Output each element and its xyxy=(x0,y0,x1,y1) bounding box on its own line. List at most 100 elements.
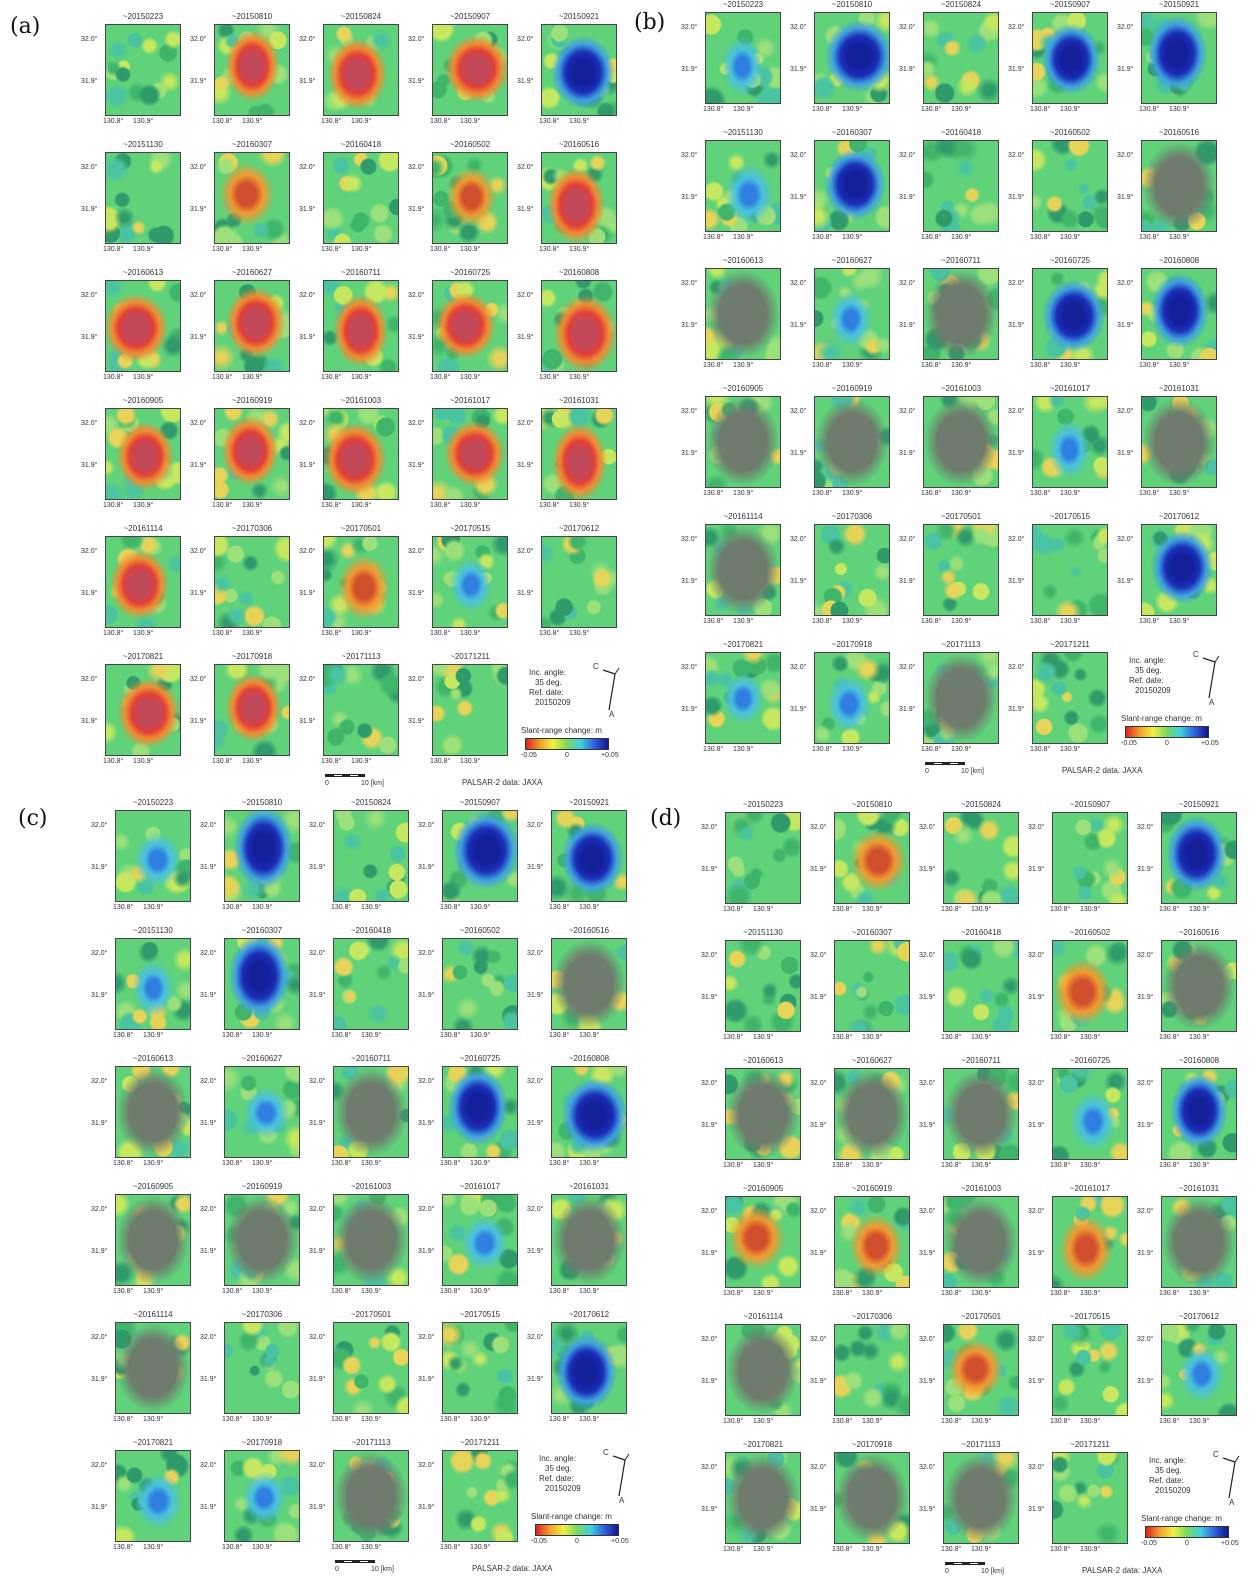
lon-tick-right: 130.9° xyxy=(569,374,589,381)
lat-tick-bottom: 31.9° xyxy=(1117,322,1133,329)
lon-tick-right: 130.9° xyxy=(1080,1546,1100,1553)
panel-label: (d) xyxy=(650,806,681,831)
interferogram-tile: ~20170501 32.0° 31.9° 130.8° 130.9° xyxy=(933,1312,1033,1437)
lon-tick-left: 130.8° xyxy=(212,118,232,125)
lon-tick-right: 130.9° xyxy=(733,362,753,369)
lat-tick-top: 32.0° xyxy=(418,1206,434,1213)
lat-tick-bottom: 31.9° xyxy=(418,1248,434,1255)
lat-tick-top: 32.0° xyxy=(790,280,806,287)
lat-tick-bottom: 31.9° xyxy=(91,1248,107,1255)
lat-tick-bottom: 31.9° xyxy=(810,1378,826,1385)
deformation-map xyxy=(943,1324,1019,1416)
lat-tick-top: 32.0° xyxy=(299,420,315,427)
lon-tick-right: 130.9° xyxy=(351,246,371,253)
lon-tick-left: 130.8° xyxy=(430,630,450,637)
lon-tick-left: 130.8° xyxy=(723,1418,743,1425)
lon-tick-right: 130.9° xyxy=(951,618,971,625)
tile-date-label: ~20170918 xyxy=(214,652,290,661)
lon-tick-left: 130.8° xyxy=(440,1544,460,1551)
lon-tick-right: 130.9° xyxy=(753,1418,773,1425)
deformation-map xyxy=(923,396,999,488)
lon-tick-right: 130.9° xyxy=(143,1032,163,1039)
deformation-map xyxy=(551,1194,627,1286)
scale-bar: 0 10 [km] xyxy=(945,1562,1025,1582)
lon-tick-left: 130.8° xyxy=(812,106,832,113)
tile-date-label: ~20160307 xyxy=(834,928,910,937)
lat-tick-top: 32.0° xyxy=(309,1206,325,1213)
colorbar-mid: 0 xyxy=(1165,740,1169,747)
lon-tick-left: 130.8° xyxy=(1139,106,1159,113)
panel-label: (c) xyxy=(18,806,48,831)
lon-tick-left: 130.8° xyxy=(212,758,232,765)
tile-date-label: ~20150907 xyxy=(432,12,508,21)
tile-date-label: ~20160725 xyxy=(1052,1056,1128,1065)
lon-tick-left: 130.8° xyxy=(1050,906,1070,913)
lon-tick-left: 130.8° xyxy=(113,1160,133,1167)
lat-tick-bottom: 31.9° xyxy=(309,1504,325,1511)
deformation-map xyxy=(725,1068,801,1160)
tile-date-label: ~20150223 xyxy=(115,798,191,807)
lat-tick-bottom: 31.9° xyxy=(1137,1122,1153,1129)
lat-tick-bottom: 31.9° xyxy=(681,450,697,457)
lon-tick-left: 130.8° xyxy=(812,490,832,497)
interferogram-tile: ~20150223 32.0° 31.9° 130.8° 130.9° xyxy=(695,0,795,125)
lon-tick-right: 130.9° xyxy=(951,106,971,113)
lat-tick-top: 32.0° xyxy=(190,292,206,299)
lat-tick-bottom: 31.9° xyxy=(299,590,315,597)
lon-tick-right: 130.9° xyxy=(1169,362,1189,369)
lat-tick-top: 32.0° xyxy=(1008,152,1024,159)
deformation-map xyxy=(323,664,399,756)
lat-tick-top: 32.0° xyxy=(701,1080,717,1087)
lon-tick-right: 130.9° xyxy=(569,630,589,637)
lon-tick-left: 130.8° xyxy=(941,1034,961,1041)
lon-tick-right: 130.9° xyxy=(1189,1290,1209,1297)
lat-tick-bottom: 31.9° xyxy=(81,334,97,341)
lon-tick-left: 130.8° xyxy=(222,904,242,911)
colorbar-mid: 0 xyxy=(575,1538,579,1545)
lat-tick-bottom: 31.9° xyxy=(790,322,806,329)
interferogram-tile: ~20171113 32.0° 31.9° 130.8° 130.9° xyxy=(323,1438,423,1563)
lat-tick-bottom: 31.9° xyxy=(1028,994,1044,1001)
ref-date-value: 20150209 xyxy=(535,698,571,708)
interferogram-tile: ~20161114 32.0° 31.9° 130.8° 130.9° xyxy=(105,1310,205,1435)
tile-date-label: ~20160725 xyxy=(432,268,508,277)
lon-tick-left: 130.8° xyxy=(1139,234,1159,241)
lon-tick-right: 130.9° xyxy=(242,502,262,509)
deformation-map xyxy=(1052,1452,1128,1544)
lat-tick-bottom: 31.9° xyxy=(190,590,206,597)
lon-tick-right: 130.9° xyxy=(842,490,862,497)
interferogram-tile: ~20170515 32.0° 31.9° 130.8° 130.9° xyxy=(1022,512,1122,637)
interferogram-tile: ~20160919 32.0° 31.9° 130.8° 130.9° xyxy=(804,384,904,509)
deformation-map xyxy=(834,1068,910,1160)
interferogram-tile: ~20171211 32.0° 31.9° 130.8° 130.9° xyxy=(422,652,522,777)
lon-tick-left: 130.8° xyxy=(103,374,123,381)
interferogram-tile: ~20161017 32.0° 31.9° 130.8° 130.9° xyxy=(422,396,522,521)
tile-date-label: ~20151130 xyxy=(705,128,781,137)
lon-tick-left: 130.8° xyxy=(921,746,941,753)
deformation-map xyxy=(1161,1068,1237,1160)
interferogram-tile: ~20161114 32.0° 31.9° 130.8° 130.9° xyxy=(95,524,195,649)
deformation-map xyxy=(705,268,781,360)
lon-tick-right: 130.9° xyxy=(470,904,490,911)
scale-ten: 10 [km] xyxy=(361,780,384,787)
deformation-map xyxy=(442,1322,518,1414)
interferogram-tile: ~20160418 32.0° 31.9° 130.8° 130.9° xyxy=(323,926,423,1051)
lon-tick-left: 130.8° xyxy=(222,1416,242,1423)
deformation-map xyxy=(1052,940,1128,1032)
lon-tick-left: 130.8° xyxy=(1030,490,1050,497)
lon-tick-right: 130.9° xyxy=(753,1034,773,1041)
inc-angle-label: Inc. angle: xyxy=(1129,656,1166,666)
lat-tick-bottom: 31.9° xyxy=(899,578,915,585)
lon-tick-right: 130.9° xyxy=(1060,490,1080,497)
lat-tick-bottom: 31.9° xyxy=(701,1378,717,1385)
lon-tick-right: 130.9° xyxy=(951,746,971,753)
lon-tick-left: 130.8° xyxy=(1050,1546,1070,1553)
legend: Inc. angle: 35 deg. Ref. date: 20150209 C A Sl… xyxy=(521,660,641,770)
lon-tick-right: 130.9° xyxy=(143,1288,163,1295)
deformation-map xyxy=(333,1322,409,1414)
lat-tick-top: 32.0° xyxy=(681,536,697,543)
lat-tick-top: 32.0° xyxy=(701,952,717,959)
deformation-map xyxy=(814,268,890,360)
inc-angle-label: Inc. angle: xyxy=(1149,1456,1186,1466)
scale-bar-graphic xyxy=(925,762,965,765)
